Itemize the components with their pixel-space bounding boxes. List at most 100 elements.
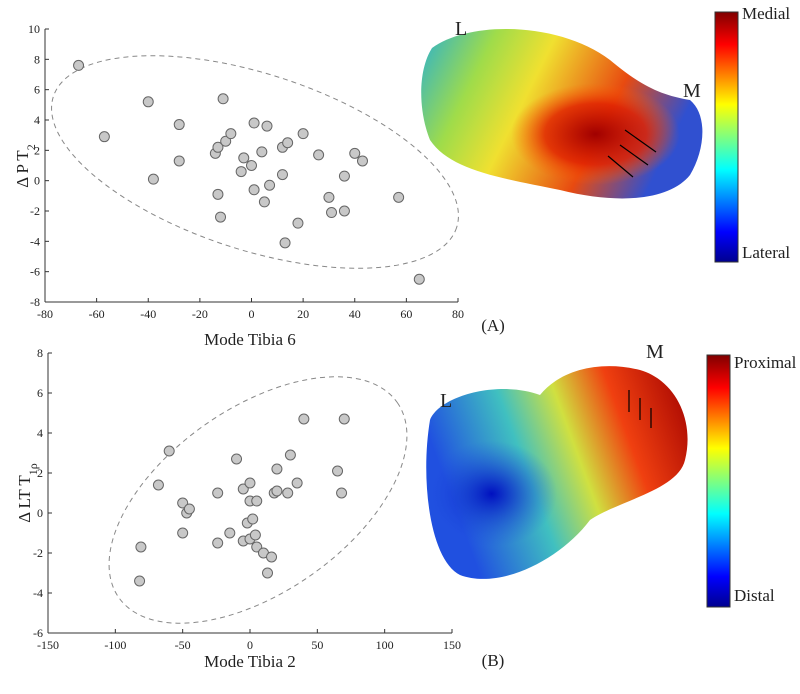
y-tick-label: 0	[34, 174, 40, 188]
point	[276, 169, 288, 181]
x-tick-label: 150	[443, 638, 461, 652]
point	[338, 413, 350, 425]
arrows	[607, 129, 657, 178]
point	[248, 117, 260, 129]
point	[349, 147, 361, 159]
y-axis-label-sub: 1ρ	[26, 463, 40, 475]
point	[271, 463, 283, 475]
x-tick-label: -80	[37, 307, 53, 321]
point	[338, 205, 350, 217]
point	[261, 120, 273, 132]
x-tick-label: 80	[452, 307, 464, 321]
y-tick-label: 0	[37, 506, 43, 520]
point	[173, 155, 185, 167]
surface-label: L	[440, 390, 452, 412]
point	[313, 149, 325, 161]
x-tick-label: -40	[140, 307, 156, 321]
point	[326, 207, 338, 219]
y-tick-label: -6	[30, 265, 40, 279]
x-tick-label: 20	[297, 307, 309, 321]
point	[338, 170, 350, 182]
point	[217, 93, 229, 105]
panel-label: (A)	[481, 316, 505, 335]
y-tick-label: -6	[33, 626, 43, 640]
y-tick-label: 8	[37, 346, 43, 360]
point	[291, 477, 303, 489]
point	[246, 160, 257, 171]
colorbar-label: Distal	[734, 586, 775, 605]
point	[251, 495, 263, 507]
point	[413, 273, 425, 285]
colorbar	[706, 354, 731, 608]
x-tick-label: 60	[400, 307, 412, 321]
y-tick-label: 4	[37, 426, 43, 440]
point	[212, 141, 224, 153]
point	[258, 196, 270, 208]
y-tick-label: 8	[34, 52, 40, 66]
point	[238, 152, 250, 164]
point	[284, 449, 296, 461]
point	[282, 137, 294, 149]
point	[220, 135, 232, 147]
point	[264, 179, 276, 191]
point	[212, 487, 224, 499]
y-tick-label: 4	[34, 113, 40, 127]
point	[266, 551, 278, 563]
x-tick-label: -100	[104, 638, 126, 652]
point	[292, 217, 304, 229]
x-axis-label: Mode Tibia 6	[204, 330, 296, 349]
colorbar-label: Medial	[742, 4, 790, 23]
point	[332, 465, 344, 477]
point	[262, 567, 274, 579]
y-tick-label: 6	[37, 386, 43, 400]
point	[393, 191, 405, 203]
point	[244, 477, 256, 489]
x-tick-label: -60	[89, 307, 105, 321]
colorbar-label: Proximal	[734, 353, 797, 372]
y-axis-label-main: Δ LT T	[15, 475, 34, 523]
point	[225, 128, 237, 140]
y-tick-label: -4	[33, 586, 43, 600]
y-tick-label: -2	[30, 204, 40, 218]
x-tick-label: 100	[376, 638, 394, 652]
point	[323, 191, 335, 203]
point	[248, 184, 260, 196]
arrows	[628, 390, 652, 428]
colorbar	[714, 11, 739, 263]
x-tick-label: 40	[349, 307, 361, 321]
point	[73, 59, 85, 71]
ellipse	[108, 376, 408, 624]
x-axis-label: Mode Tibia 2	[204, 652, 296, 671]
point	[256, 146, 268, 158]
y-tick-label: -2	[33, 546, 43, 560]
y-tick-label: 10	[28, 22, 40, 36]
point	[356, 155, 368, 167]
point	[247, 513, 259, 525]
point	[163, 445, 175, 457]
point	[297, 128, 309, 140]
y-tick-label: 2	[37, 466, 43, 480]
colorbar-label: Lateral	[742, 243, 790, 262]
panel-label: (B)	[482, 651, 505, 670]
surface-shade	[426, 366, 688, 579]
point	[212, 537, 224, 549]
x-tick-label: 50	[311, 638, 323, 652]
surface-label: L	[455, 18, 467, 40]
y-tick-label: -4	[30, 234, 40, 248]
surface-label: M	[646, 341, 664, 363]
point	[173, 119, 185, 131]
surface-label: M	[683, 80, 701, 102]
point	[134, 575, 146, 587]
point	[215, 211, 227, 223]
point	[142, 96, 154, 108]
point	[282, 487, 294, 499]
point	[235, 166, 247, 178]
point	[279, 237, 291, 249]
point	[249, 529, 261, 541]
point	[212, 188, 224, 200]
point	[336, 487, 348, 499]
point	[147, 173, 159, 185]
point	[231, 453, 243, 465]
y-axis-label-main: Δ P T	[13, 150, 32, 188]
point	[271, 485, 283, 497]
